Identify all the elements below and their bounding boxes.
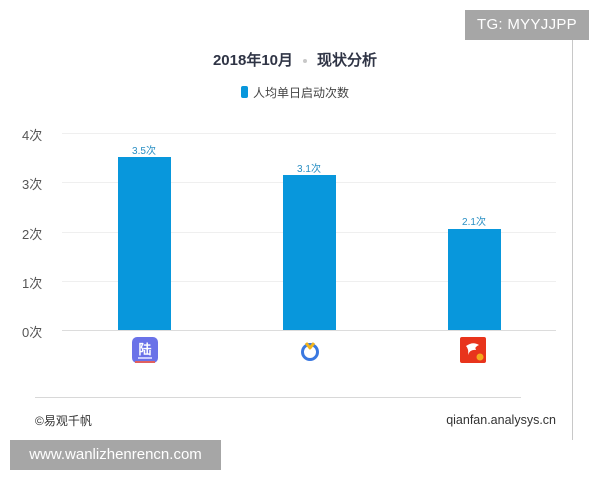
- chart-title: 2018年10月 现状分析: [0, 49, 590, 70]
- title-separator-dot: [303, 59, 308, 64]
- y-tick-1: 1次: [22, 276, 43, 291]
- right-border-line: [572, 36, 573, 440]
- bar-app-3[interactable]: [448, 229, 501, 330]
- gridline-4: [62, 133, 556, 134]
- copyright-text: ©易观千帆: [35, 414, 92, 428]
- app-icon-circle: [297, 338, 323, 364]
- x-axis-baseline: [62, 330, 556, 331]
- svg-text:陆: 陆: [138, 342, 151, 358]
- app-icon-red: [460, 337, 486, 363]
- bar-value-label: 2.1次: [462, 217, 486, 228]
- watermark-top: TG: MYYJJPP: [465, 10, 589, 40]
- legend-label: 人均单日启动次数: [252, 86, 349, 100]
- bar-app-2[interactable]: [283, 175, 336, 330]
- y-tick-4: 4次: [22, 128, 43, 143]
- title-date: 2018年10月: [212, 52, 294, 69]
- legend-swatch: [240, 86, 248, 98]
- chart-legend[interactable]: 人均单日启动次数: [0, 84, 590, 101]
- source-site-text: qianfan.analysys.cn: [446, 413, 556, 427]
- y-tick-3: 3次: [22, 177, 43, 192]
- watermark-bottom: www.wanlizhenrencn.com: [10, 440, 221, 470]
- y-tick-0: 0次: [22, 325, 43, 340]
- app-icon-lu: 陆: [132, 337, 158, 363]
- bar-value-label: 3.1次: [297, 164, 321, 175]
- title-subtitle: 现状分析: [317, 52, 378, 69]
- bar-app-1[interactable]: [118, 157, 171, 330]
- bar-value-label: 3.5次: [132, 146, 156, 157]
- footer-divider: [35, 397, 521, 398]
- y-tick-2: 2次: [22, 227, 43, 242]
